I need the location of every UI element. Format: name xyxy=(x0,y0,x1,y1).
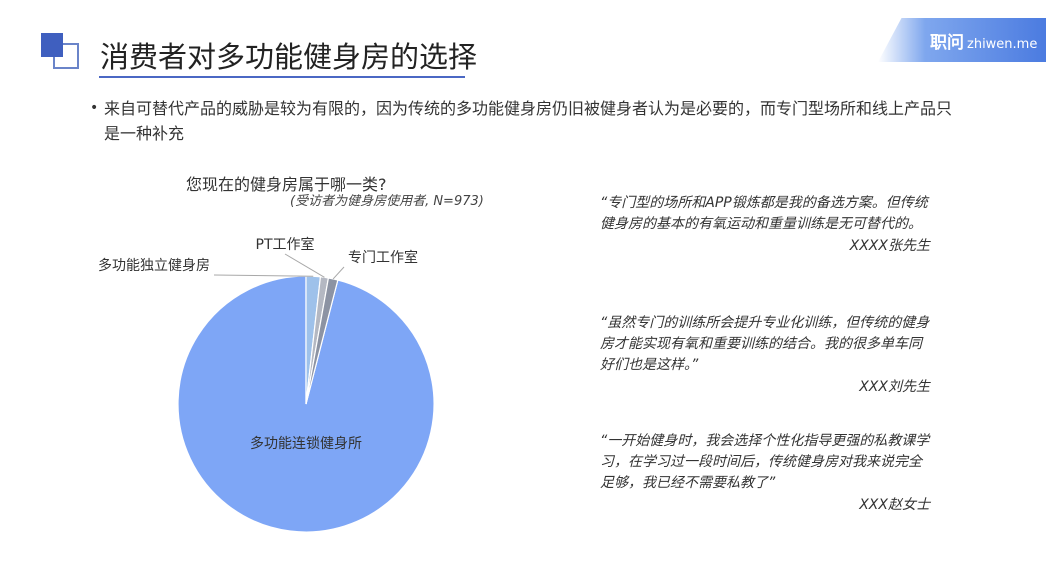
quote-2-author: XXX刘先生 xyxy=(859,379,930,395)
pie-leader-line-3 xyxy=(284,253,325,278)
title-underline xyxy=(99,76,465,78)
bullet-dot-icon: • xyxy=(90,100,99,116)
quote-2-text: “虽然专门的训练所会提升专业化训练，但传统的健身房才能实现有氧和重要训练的结合。… xyxy=(600,315,930,373)
brand-cn: 职问 xyxy=(930,33,964,53)
quote-2: “虽然专门的训练所会提升专业化训练，但传统的健身房才能实现有氧和重要训练的结合。… xyxy=(600,313,930,398)
pie-label-4: 专门工作室 xyxy=(348,249,418,266)
quote-3: “一开始健身时，我会选择个性化指导更强的私教课学习，在学习过一段时间后，传统健身… xyxy=(600,431,930,516)
brand-en: zhiwen.me xyxy=(967,37,1038,52)
brand-text: 职问 zhiwen.me xyxy=(930,28,1037,53)
bullet-text: 来自可替代产品的威胁是较为有限的，因为传统的多功能健身房仍旧被健身者认为是必要的… xyxy=(104,99,953,143)
page-title: 消费者对多功能健身房的选择 xyxy=(100,40,478,74)
pie-label-2: 多功能独立健身房 xyxy=(98,257,210,274)
quote-1-author: XXXX张先生 xyxy=(849,238,930,254)
pie-label-3: PT工作室 xyxy=(256,236,315,253)
logo-filled-square xyxy=(41,33,63,57)
brand-background xyxy=(878,18,1046,62)
quote-1: “专门型的场所和APP锻炼都是我的备选方案。但传统健身房的基本的有氧运动和重量训… xyxy=(600,193,930,257)
quote-3-author: XXX赵女士 xyxy=(859,497,930,513)
pie-leader-line-2 xyxy=(213,274,314,277)
pie-label-1: 多功能连锁健身所 xyxy=(250,435,362,452)
chart-subtitle: (受访者为健身房使用者, N=973) xyxy=(290,194,484,209)
quote-1-text: “专门型的场所和APP锻炼都是我的备选方案。但传统健身房的基本的有氧运动和重量训… xyxy=(600,195,928,232)
logo-mark xyxy=(41,33,85,73)
chart-title: 您现在的健身房属于哪一类? xyxy=(186,175,387,194)
bullet-point: • 来自可替代产品的威胁是较为有限的，因为传统的多功能健身房仍旧被健身者认为是必… xyxy=(90,96,954,146)
pie-slice-4 xyxy=(305,277,339,405)
pie-leader-line-4 xyxy=(332,266,345,280)
quote-3-text: “一开始健身时，我会选择个性化指导更强的私教课学习，在学习过一段时间后，传统健身… xyxy=(600,433,930,491)
brand-badge: 职问 zhiwen.me xyxy=(878,18,1046,62)
